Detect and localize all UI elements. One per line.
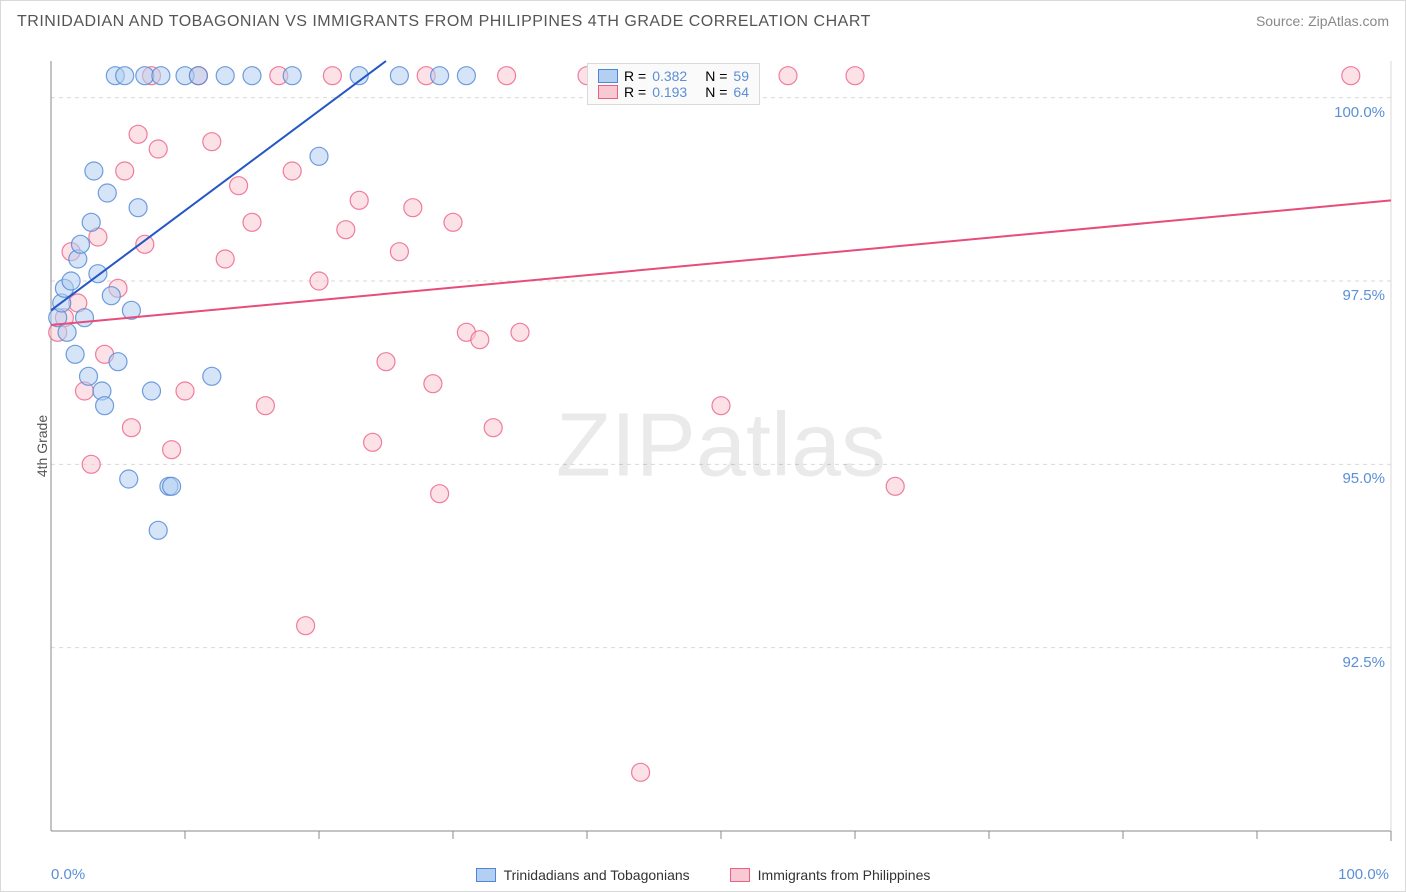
legend-item-series1: Trinidadians and Tobagonians xyxy=(476,867,690,883)
y-tick-label: 92.5% xyxy=(1342,654,1385,671)
y-axis-label: 4th Grade xyxy=(34,415,50,477)
source-label: Source: ZipAtlas.com xyxy=(1256,13,1389,29)
legend-row-series1: R = 0.382 N = 59 xyxy=(598,68,749,84)
swatch-series2-bottom xyxy=(730,868,750,882)
chart-container: TRINIDADIAN AND TOBAGONIAN VS IMMIGRANTS… xyxy=(0,0,1406,892)
y-tick-label: 97.5% xyxy=(1342,287,1385,304)
correlation-legend: R = 0.382 N = 59 R = 0.193 N = 64 xyxy=(587,63,760,105)
swatch-series2 xyxy=(598,85,618,99)
series-legend: Trinidadians and Tobagonians Immigrants … xyxy=(1,867,1405,883)
legend-item-series2: Immigrants from Philippines xyxy=(730,867,931,883)
chart-title: TRINIDADIAN AND TOBAGONIAN VS IMMIGRANTS… xyxy=(17,13,871,31)
swatch-series1 xyxy=(598,69,618,83)
plot-area: ZIPatlas 92.5%95.0%97.5%100.0% R = 0.382… xyxy=(51,61,1391,831)
y-tick-label: 95.0% xyxy=(1342,470,1385,487)
legend-row-series2: R = 0.193 N = 64 xyxy=(598,84,749,100)
scatter-svg xyxy=(51,61,1391,831)
y-tick-label: 100.0% xyxy=(1334,104,1385,121)
swatch-series1-bottom xyxy=(476,868,496,882)
